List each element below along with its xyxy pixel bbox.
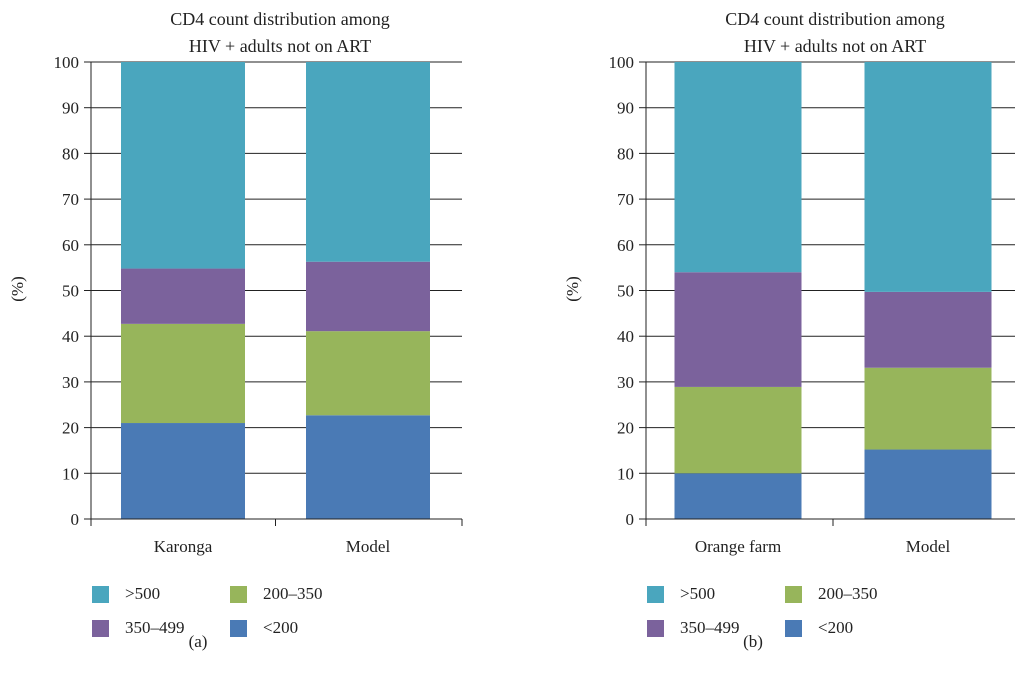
x-tick-label: Model xyxy=(906,537,951,556)
legend-label: 200–350 xyxy=(263,584,323,603)
chart-panel-b: CD4 count distribution among HIV + adult… xyxy=(555,0,1015,684)
y-tick-label: 0 xyxy=(71,510,80,529)
legend-label: <200 xyxy=(818,618,854,637)
x-tick-label: Model xyxy=(346,537,391,556)
legend-swatch xyxy=(92,585,109,603)
bar-segment xyxy=(674,386,802,474)
legend-item: <200 xyxy=(230,618,298,638)
y-tick-label: 100 xyxy=(609,53,635,72)
chart-plot-area: 0 10 20 30 40 50 60 70 80 90 100 Orange farm Model xyxy=(609,53,1015,556)
bar-segment xyxy=(121,268,245,324)
bar-segment xyxy=(674,473,802,519)
bar-segment xyxy=(864,62,992,292)
panel-caption: (a) xyxy=(188,632,208,651)
y-tick-label: 60 xyxy=(62,236,79,255)
bar-segment xyxy=(864,291,992,368)
legend-item: >500 xyxy=(92,584,160,604)
y-tick-label: 60 xyxy=(617,236,634,255)
y-tick-label: 0 xyxy=(626,510,635,529)
legend-label: >500 xyxy=(125,584,161,603)
legend-swatch xyxy=(647,619,664,637)
y-tick-label: 90 xyxy=(62,99,79,118)
y-tick-label: 10 xyxy=(62,464,79,483)
legend-item: 200–350 xyxy=(230,584,323,604)
y-tick-label: 90 xyxy=(617,99,634,118)
y-tick-label: 70 xyxy=(617,190,634,209)
legend-swatch xyxy=(785,585,802,603)
y-tick-label: 70 xyxy=(62,190,79,209)
x-tick-label: Karonga xyxy=(154,537,213,556)
y-tick-label: 20 xyxy=(617,419,634,438)
bar-segment xyxy=(864,449,992,519)
y-tick-label: 30 xyxy=(617,373,634,392)
chart-title: CD4 count distribution among HIV + adult… xyxy=(70,6,490,60)
y-tick-label: 30 xyxy=(62,373,79,392)
chart-title-line-2: HIV + adults not on ART xyxy=(743,36,927,56)
bar-segment xyxy=(121,62,245,269)
panel-caption: (b) xyxy=(743,632,763,651)
legend-label: 200–350 xyxy=(818,584,878,603)
chart-panel-a: CD4 count distribution among HIV + adult… xyxy=(0,0,507,684)
bar-segment xyxy=(306,62,430,262)
bar-segment xyxy=(306,415,430,519)
legend-item: >500 xyxy=(647,584,715,604)
legend-swatch xyxy=(785,619,802,637)
legend-label: >500 xyxy=(680,584,716,603)
legend-swatch xyxy=(230,585,247,603)
y-tick-label: 80 xyxy=(617,144,634,163)
chart-title-line-1: CD4 count distribution among xyxy=(725,9,945,29)
legend-swatch xyxy=(230,619,247,637)
bar-segment xyxy=(864,367,992,450)
y-tick-label: 20 xyxy=(62,419,79,438)
legend-label: 350–499 xyxy=(680,618,740,637)
legend-item: <200 xyxy=(785,618,853,638)
chart-title-line-2: HIV + adults not on ART xyxy=(188,36,372,56)
bar-segment xyxy=(674,62,802,273)
x-tick-label: Orange farm xyxy=(695,537,781,556)
y-tick-label: 40 xyxy=(617,327,634,346)
y-tick-label: 80 xyxy=(62,144,79,163)
bar-segment xyxy=(306,261,430,332)
legend-item: 200–350 xyxy=(785,584,878,604)
y-tick-label: 50 xyxy=(62,282,79,301)
legend-swatch xyxy=(92,619,109,637)
y-tick-label: 100 xyxy=(54,53,80,72)
chart-plot-area: 0 10 20 30 40 50 60 70 80 90 100 Karonga Model xyxy=(54,53,463,556)
bar-segment xyxy=(121,423,245,519)
legend-item: 350–499 xyxy=(647,618,740,638)
y-tick-label: 40 xyxy=(62,327,79,346)
y-tick-label: 10 xyxy=(617,464,634,483)
bar-segment xyxy=(121,323,245,424)
y-tick-label: 50 xyxy=(617,282,634,301)
legend-item: 350–499 xyxy=(92,618,185,638)
chart-title: CD4 count distribution among HIV + adult… xyxy=(625,6,1015,60)
chart-title-line-1: CD4 count distribution among xyxy=(170,9,390,29)
bar-segment xyxy=(674,272,802,387)
legend-label: <200 xyxy=(263,618,299,637)
legend-label: 350–499 xyxy=(125,618,185,637)
bar-segment xyxy=(306,331,430,416)
legend-swatch xyxy=(647,585,664,603)
